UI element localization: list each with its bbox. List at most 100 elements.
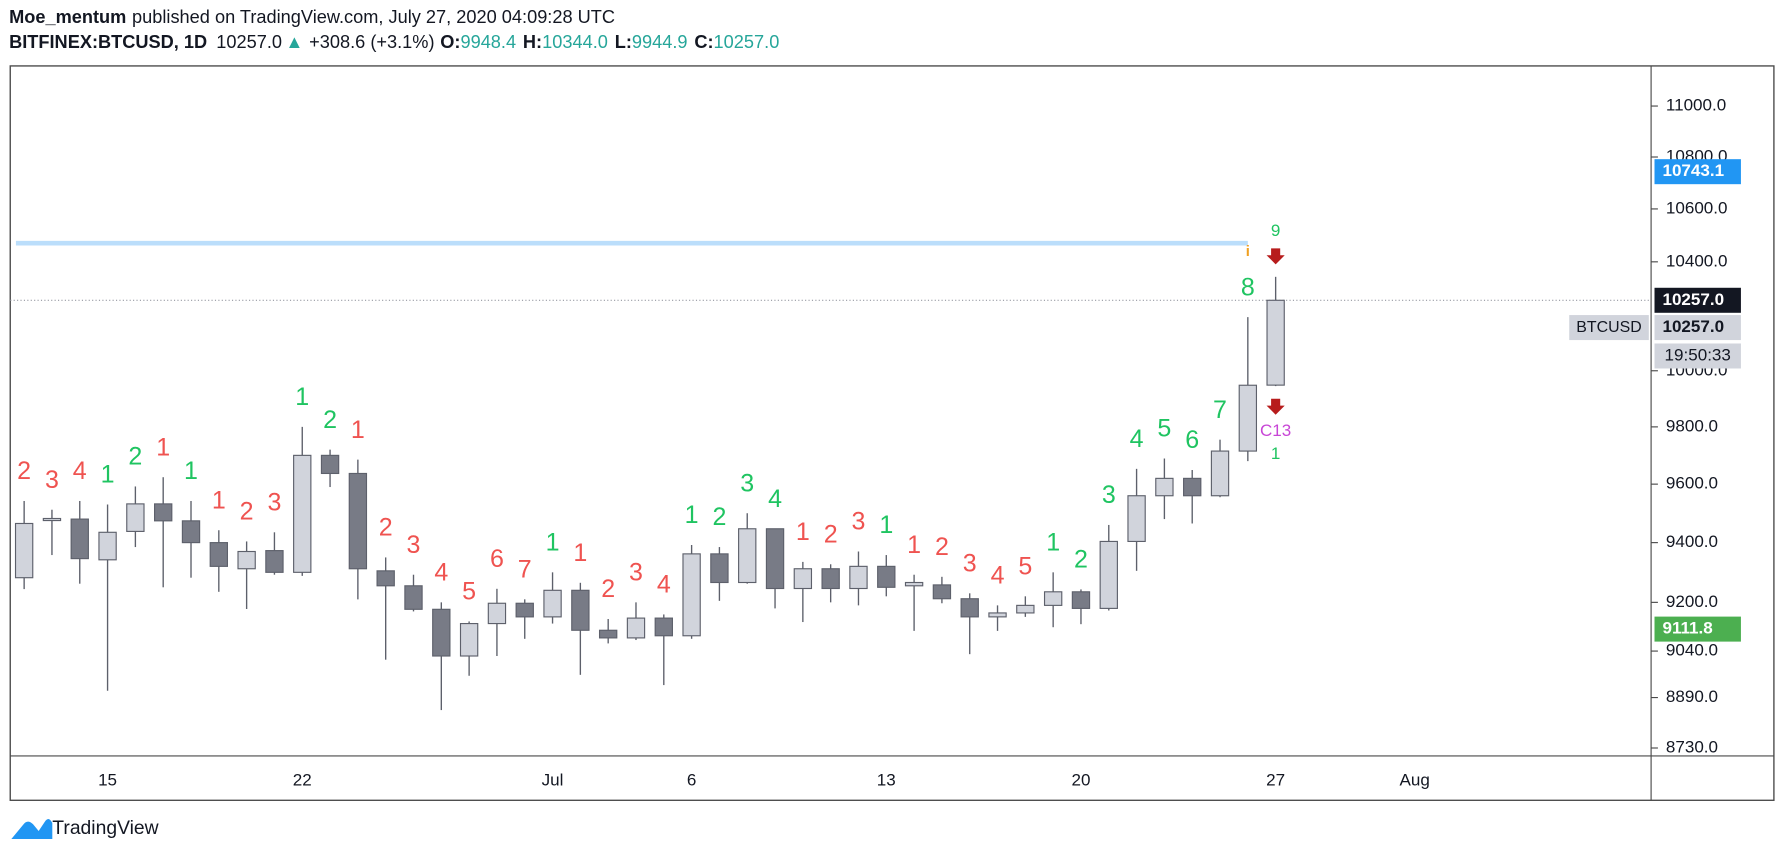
brand-logo [11,818,53,839]
td-count: 8 [1241,273,1255,301]
brand-name: TradingView [52,818,158,839]
candle-down [320,454,340,475]
td-count: 5 [1157,415,1171,443]
td-count: 2 [712,503,726,531]
candle-down [209,542,229,567]
td-count: 5 [462,578,476,606]
open-label: O: [440,32,460,52]
candle-down [1183,477,1202,497]
td-count: 4 [991,562,1005,590]
timer: 19:50:33 [1665,345,1731,364]
td-count: 3 [629,559,643,587]
below-label: 1 [1271,444,1280,463]
candle-up [626,617,646,639]
candle-up [487,602,507,625]
open-value: 9948.4 [460,32,516,52]
change-arrow: ▲ [285,32,303,52]
info-marker: i [1246,244,1250,260]
y-tick-label: 11000.0 [1666,96,1726,115]
candle-down [265,550,284,573]
candle-down [598,629,618,639]
x-tick-label: 27 [1266,770,1285,789]
candle-up [1016,604,1035,614]
candle-up [682,553,701,637]
td-count: 1 [1046,529,1060,557]
candle-down [960,598,979,618]
header-line-1: Moe_mentum published on TradingView.com, … [9,7,615,27]
high-label: H: [523,32,542,52]
candle-up [14,522,34,579]
symbol-tag-box [1569,315,1649,341]
candle-up [1043,591,1063,606]
candle-up [849,565,868,590]
td-count: 2 [323,406,337,434]
candle-up [1210,450,1230,497]
candle-down [932,584,952,600]
td-count: 4 [1130,425,1144,453]
td-count: 1 [796,518,810,546]
td-count: 3 [963,550,977,578]
y-tick-label: 9800.0 [1666,416,1718,435]
candle-down [348,472,368,570]
candle-down [515,602,534,618]
symbol-tag: BTCUSD [1576,319,1641,336]
change: +308.6 (+3.1%) [309,32,434,52]
td-count: 4 [434,559,448,587]
price-label: 10257.0 [1662,317,1724,336]
td-count: 3 [740,469,754,497]
price-label-box [1654,159,1741,185]
td-count: 7 [518,556,532,584]
candle-up [1099,540,1118,609]
candle-up [1238,384,1258,452]
candle-up [237,550,256,570]
y-tick-label: 8730.0 [1666,737,1718,756]
y-tick-label: 8890.0 [1666,687,1718,706]
y-tick-label: 10400.0 [1666,251,1728,270]
candle-up [98,531,117,561]
y-tick-label: 9600.0 [1666,474,1718,493]
close-label: C: [694,32,713,52]
high-value: 10344.0 [542,32,608,52]
candle-up [42,517,62,522]
td-count: 1 [184,457,198,485]
x-tick-label: 6 [687,770,696,789]
chart-frame [9,65,1775,801]
x-tick-label: 13 [877,770,896,789]
td-count: 3 [45,466,59,494]
candle-up [459,622,479,657]
td-count: 2 [128,443,142,471]
published: published on TradingView.com, July 27, 2… [132,7,615,27]
candle-down [765,528,785,590]
candle-down [821,568,840,590]
td-count: 3 [1102,481,1116,509]
td-count: 9 [1271,221,1280,240]
low-label: L: [615,32,632,52]
x-tick-label: 15 [98,770,117,789]
td-count: 4 [73,457,87,485]
td-count: 1 [685,501,699,529]
td-count: 2 [824,520,838,548]
price-label: 9111.8 [1662,619,1712,638]
header-line-2: BITFINEX:BTCUSD, 1D 10257.0 ▲ +308.6 (+3.1%… [9,32,779,52]
footer: TradingView [11,818,159,839]
symbol: BITFINEX:BTCUSD, 1D [9,32,207,52]
td-count: 3 [267,488,281,516]
low-value: 9944.9 [632,32,688,52]
candle-up [1127,495,1146,543]
td-count: 1 [351,416,365,444]
signal-arrow [1266,248,1285,265]
x-tick-label: Aug [1400,770,1430,789]
signal-arrow [1266,398,1285,415]
y-tick-label: 9400.0 [1666,532,1718,551]
price-label-box [1654,287,1741,313]
td-count: 7 [1213,396,1227,424]
candle-down [404,585,423,610]
candle-down [154,503,173,522]
td-count: 2 [601,575,615,603]
x-tick-label: 22 [293,770,312,789]
candle-up [1266,299,1285,386]
td-count: 1 [546,529,560,557]
candle-up [738,528,757,584]
td-count: 4 [768,485,782,513]
